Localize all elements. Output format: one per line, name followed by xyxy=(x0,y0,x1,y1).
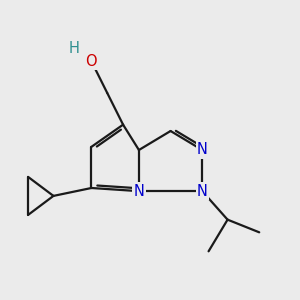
Text: N: N xyxy=(197,184,208,199)
Text: N: N xyxy=(197,142,208,158)
Text: N: N xyxy=(134,184,144,199)
Text: H: H xyxy=(69,40,80,56)
Text: O: O xyxy=(85,54,97,69)
